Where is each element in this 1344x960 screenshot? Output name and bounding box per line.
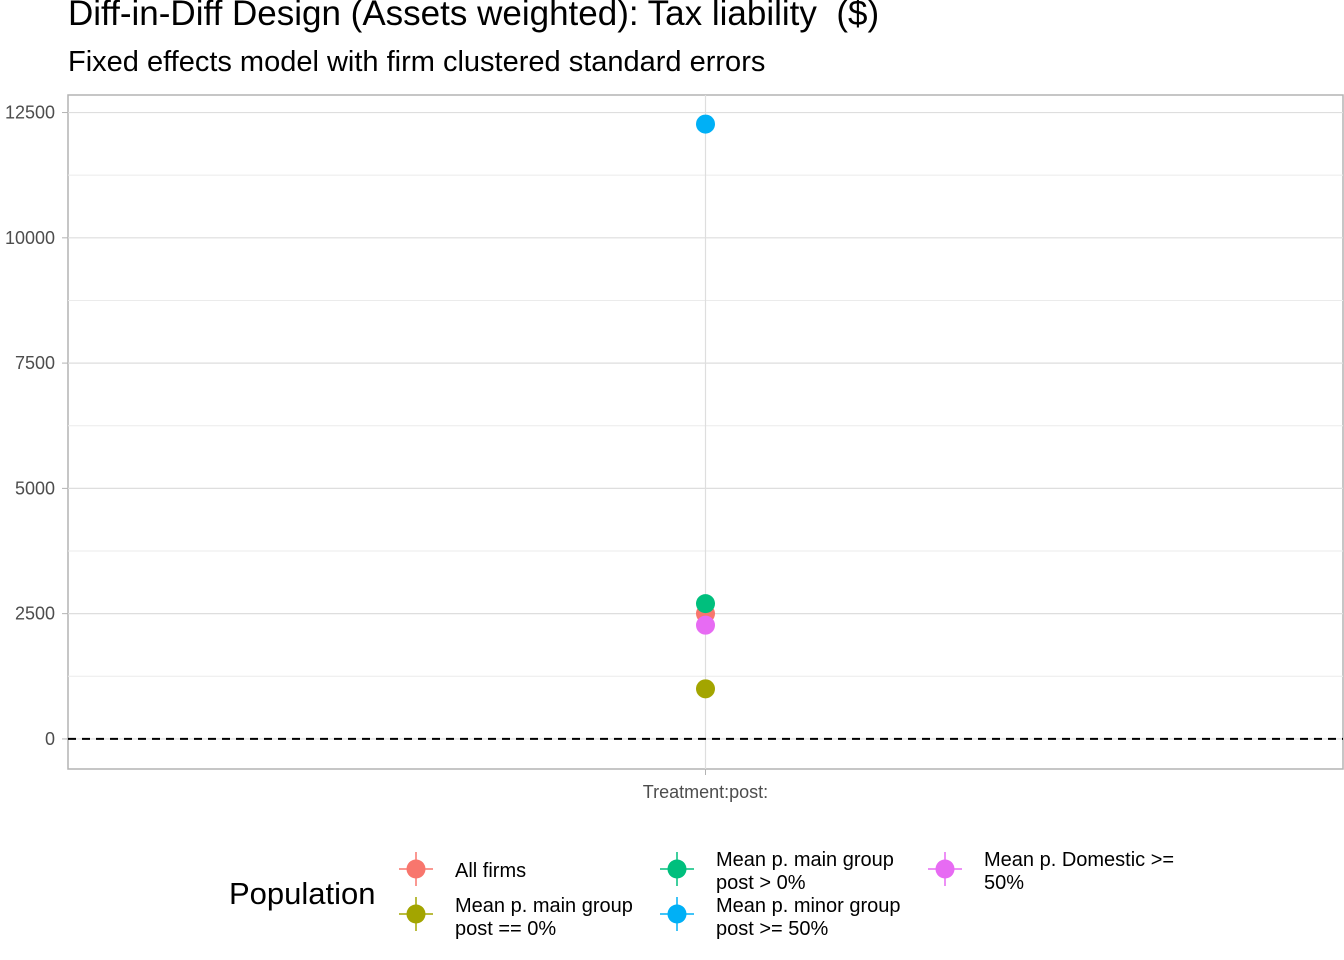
legend-key-point [406, 859, 426, 879]
chart-title: Diff-in-Diff Design (Assets weighted): T… [68, 0, 880, 33]
y-axis-ticks: 0 2500 5000 7500 10000 12500 [5, 103, 68, 749]
legend-key-point [667, 859, 687, 879]
y-tick-label: 10000 [5, 228, 55, 248]
data-point [696, 114, 715, 134]
legend-label: post >= 50% [716, 918, 829, 940]
y-tick-label: 0 [45, 729, 55, 749]
legend-key-point [406, 904, 426, 924]
data-points [696, 114, 715, 699]
grid-major [68, 95, 1343, 769]
legend-label: Mean p. main group [716, 849, 894, 871]
legend-label: Mean p. minor group [716, 895, 901, 917]
data-point [696, 615, 715, 635]
data-point [696, 679, 715, 699]
legend-label: Mean p. Domestic >= [984, 849, 1174, 871]
y-tick-label: 5000 [15, 478, 55, 498]
legend-title: Population [229, 876, 376, 911]
y-tick-label: 12500 [5, 103, 55, 123]
legend-label: post == 0% [455, 918, 556, 940]
legend-label: All firms [455, 860, 526, 882]
legend-key-point [667, 904, 687, 924]
legend-label: 50% [984, 872, 1024, 894]
x-tick-label: Treatment:post: [643, 782, 768, 802]
y-tick-label: 2500 [15, 604, 55, 624]
legend-label: Mean p. main group [455, 895, 633, 917]
chart-subtitle: Fixed effects model with firm clustered … [68, 46, 766, 78]
legend-label: post > 0% [716, 872, 806, 894]
x-axis-ticks: Treatment:post: [643, 769, 768, 802]
legend-key-point [935, 859, 955, 879]
data-point [696, 594, 715, 614]
y-tick-label: 7500 [15, 353, 55, 373]
